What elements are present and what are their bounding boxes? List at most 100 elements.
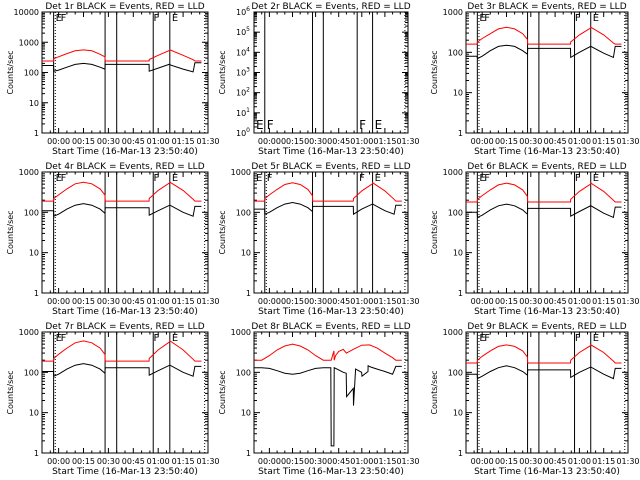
x-tick-label: 01:30: [396, 457, 419, 466]
y-tick-label: 1: [34, 129, 39, 138]
y-tick-label: 100: [236, 127, 250, 138]
x-tick-label: 00:30: [304, 457, 327, 466]
series-events-line: [254, 365, 402, 447]
x-tick-label: 00:45: [544, 457, 567, 466]
y-tick-label: 103: [236, 67, 250, 78]
y-tick-label: 106: [236, 6, 250, 17]
y-tick-label: 1000: [19, 328, 39, 337]
x-tick-label: 00:45: [544, 137, 567, 146]
x-tick-label: 01:15: [592, 297, 615, 306]
x-tick-label: 00:45: [327, 137, 350, 146]
y-tick-label: 1000: [443, 168, 463, 177]
x-tick-label: 01:30: [196, 137, 219, 146]
x-tick-label: 00:45: [327, 297, 350, 306]
x-tick-label: 00:45: [544, 297, 567, 306]
event-marker-label: E: [172, 173, 178, 184]
plot-frame: [253, 171, 409, 294]
x-tick-label: 01:30: [616, 297, 639, 306]
y-tick-label: 10: [29, 409, 39, 418]
panel-3: Det 3r BLACK = Events, RED = LLD Counts/s…: [430, 2, 640, 157]
y-axis-label: Counts/sec: [218, 370, 227, 414]
panel-title: Det 9r BLACK = Events, RED = LLD: [467, 322, 626, 332]
x-tick-label: 00:15: [281, 297, 304, 306]
event-marker-label: F: [359, 173, 365, 184]
x-tick-label: 00:00: [471, 457, 494, 466]
series-lld-line: [466, 182, 622, 203]
x-tick-label: 01:00: [568, 457, 591, 466]
x-tick-label: 01:30: [196, 457, 219, 466]
y-tick-label: 1000: [231, 168, 251, 177]
x-axis-label: Start Time (16-Mar-13 23:50:40): [52, 467, 198, 477]
event-marker-label: F: [267, 118, 274, 132]
y-axis-label: Counts/sec: [430, 50, 439, 94]
x-axis-label: Start Time (16-Mar-13 23:50:40): [258, 467, 404, 477]
x-tick-label: 00:00: [471, 297, 494, 306]
y-tick-label: 101: [236, 107, 250, 118]
plot-frame: [465, 11, 629, 134]
event-marker-label: E: [479, 333, 485, 344]
panel-title: Det 3r BLACK = Events, RED = LLD: [467, 2, 626, 12]
x-tick-label: 00:15: [72, 137, 95, 146]
x-tick-label: 01:15: [172, 457, 195, 466]
series-events-line: [42, 363, 202, 377]
event-marker-label: E: [479, 13, 485, 24]
event-marker-label: E: [256, 118, 264, 132]
panel-title: Det 4r BLACK = Events, RED = LLD: [45, 162, 204, 172]
y-tick-label: 10: [29, 249, 39, 258]
y-tick-label: 1000: [231, 328, 251, 337]
x-tick-label: 01:00: [350, 137, 373, 146]
y-tick-label: 1: [34, 449, 39, 458]
x-tick-label: 00:30: [304, 137, 327, 146]
x-tick-label: 00:30: [97, 137, 120, 146]
y-tick-label: 100: [24, 368, 39, 377]
event-marker-label: E: [172, 13, 178, 24]
y-tick-label: 1: [458, 289, 463, 298]
y-tick-label: 100: [448, 208, 463, 217]
y-tick-label: 10: [453, 249, 463, 258]
event-marker-label: F: [61, 173, 67, 184]
x-tick-label: 01:30: [396, 137, 419, 146]
plot-frame: [41, 11, 209, 134]
x-tick-label: 00:30: [97, 457, 120, 466]
y-tick-label: 1000: [19, 38, 39, 47]
x-tick-label: 00:00: [47, 297, 70, 306]
panel-title: Det 7r BLACK = Events, RED = LLD: [45, 322, 204, 332]
series-lld-line: [42, 181, 202, 202]
y-tick-label: 100: [236, 368, 251, 377]
x-tick-label: 01:15: [172, 297, 195, 306]
x-tick-label: 00:00: [47, 457, 70, 466]
series-events-line: [466, 44, 622, 60]
event-marker-label: F: [267, 173, 273, 184]
y-axis-label: Counts/sec: [6, 50, 15, 94]
event-marker-label: F: [154, 333, 160, 344]
y-tick-label: 100: [24, 69, 39, 78]
x-tick-label: 01:30: [616, 137, 639, 146]
y-tick-label: 10: [29, 99, 39, 108]
y-tick-label: 105: [236, 26, 250, 37]
x-axis-label: Start Time (16-Mar-13 23:50:40): [258, 147, 404, 157]
x-axis-label: Start Time (16-Mar-13 23:50:40): [474, 307, 620, 317]
x-tick-label: 01:00: [350, 297, 373, 306]
y-tick-label: 1000: [443, 8, 463, 17]
event-marker-label: F: [575, 13, 581, 24]
event-marker-label: E: [479, 173, 485, 184]
x-tick-label: 00:15: [495, 297, 518, 306]
event-marker-label: F: [575, 173, 581, 184]
x-tick-label: 00:30: [304, 297, 327, 306]
series-events-line: [42, 203, 202, 217]
x-tick-label: 01:15: [592, 457, 615, 466]
y-axis-label: Counts/sec: [218, 50, 227, 94]
x-tick-label: 01:30: [396, 297, 419, 306]
event-marker-label: E: [172, 333, 178, 344]
x-axis-label: Start Time (16-Mar-13 23:50:40): [52, 307, 198, 317]
event-marker-label: E: [256, 173, 262, 184]
series-lld-line: [254, 343, 402, 361]
x-tick-label: 00:00: [471, 137, 494, 146]
y-tick-label: 1: [458, 449, 463, 458]
panel-8: Det 8r BLACK = Events, RED = LLD Counts/s…: [218, 322, 420, 477]
x-axis-label: Start Time (16-Mar-13 23:50:40): [258, 307, 404, 317]
event-marker-label: E: [375, 118, 383, 132]
x-tick-label: 00:45: [122, 297, 145, 306]
panel-6: Det 6r BLACK = Events, RED = LLD Counts/s…: [430, 162, 640, 317]
